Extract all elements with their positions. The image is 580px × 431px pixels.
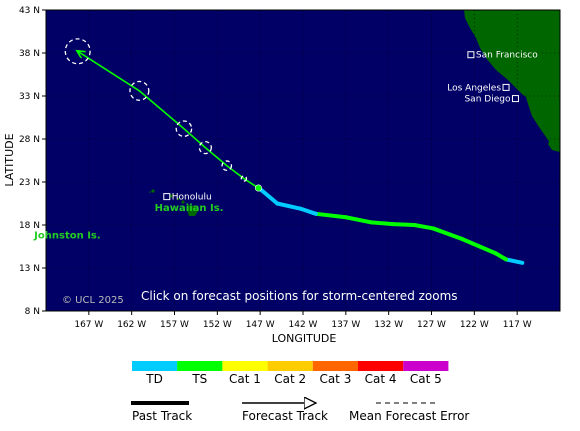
lat-tick-label: 8 N: [25, 307, 40, 317]
y-axis-title: LATITUDE: [3, 133, 16, 186]
north-america-landmass: [464, 10, 560, 150]
ocean[interactable]: [46, 10, 560, 311]
storm-track[interactable]: [64, 38, 525, 265]
current-position-marker[interactable]: [254, 184, 262, 192]
lon-tick-label: 167 W: [74, 320, 103, 330]
past-track-legend-label: Past Track: [132, 409, 192, 423]
lat-tick-label: 38 N: [19, 49, 40, 59]
lon-tick-label: 127 W: [417, 320, 446, 330]
island-niihau: [149, 191, 151, 193]
forecast-position-error-circle[interactable]: [64, 38, 91, 65]
axis-ticks: 43 N 38 N 33 N 28 N 23 N 18 N 13 N 8 N 167 W 162 …: [19, 6, 532, 330]
legend-swatch-ts: [177, 361, 223, 371]
past-track-segment: [298, 206, 318, 216]
legend-swatch-cat1: [222, 361, 268, 371]
legend-label-cat5: Cat 5: [410, 372, 442, 386]
legend-swatch-cat3: [312, 361, 358, 371]
mean-error-legend-label: Mean Forecast Error: [349, 409, 469, 423]
zoom-instruction: Click on forecast positions for storm-ce…: [141, 289, 458, 303]
legend-swatch-cat2: [267, 361, 313, 371]
legend-label-cat4: Cat 4: [365, 372, 397, 386]
lon-tick-label: 147 W: [246, 320, 275, 330]
forecast-position-error-circle[interactable]: [129, 80, 150, 101]
lon-tick-label: 122 W: [460, 320, 489, 330]
lat-tick-label: 43 N: [19, 6, 40, 16]
legend-swatch-td: [132, 361, 178, 371]
lon-tick-label: 152 W: [203, 320, 232, 330]
city-label-honolulu: Honolulu: [172, 193, 212, 203]
legend-swatch-cat4: [358, 361, 404, 371]
city-marker-los-angeles: [502, 83, 510, 91]
legend-label-cat1: Cat 1: [229, 372, 261, 386]
forecast-position-error-circle[interactable]: [198, 140, 212, 155]
lon-tick-label: 117 W: [503, 320, 532, 330]
lat-tick-label: 13 N: [19, 264, 40, 274]
island-molokai: [176, 197, 180, 201]
past-track-segment: [431, 226, 464, 241]
lon-tick-label: 157 W: [160, 320, 189, 330]
lon-tick-label: 162 W: [117, 320, 146, 330]
plot-frame: [45, 9, 561, 312]
forecast-track-legend-label: Forecast Track: [242, 409, 328, 423]
gulf-coast-fill: [548, 120, 560, 152]
credit-text: © UCL 2025: [62, 295, 124, 306]
past-track-segment: [390, 222, 417, 227]
forecast-track-line: [78, 51, 259, 189]
city-label-san-francisco: San Francisco: [476, 51, 538, 61]
lat-tick-label: 33 N: [19, 92, 40, 102]
legend-label-td: TD: [145, 372, 163, 386]
legend-label-cat3: Cat 3: [319, 372, 351, 386]
city-label-los-angeles: Los Angeles: [447, 83, 501, 93]
past-track-segment: [343, 215, 374, 225]
past-track-segment: [412, 223, 436, 231]
city-label-san-diego: San Diego: [464, 95, 510, 105]
past-track-segment: [369, 220, 395, 227]
past-track-segment: [259, 187, 280, 206]
x-axis-title: LONGITUDE: [272, 332, 337, 345]
baja-peninsula: [528, 104, 557, 147]
lat-tick-label: 28 N: [19, 135, 40, 145]
lat-tick-label: 18 N: [19, 221, 40, 231]
forecast-position-error-circle[interactable]: [175, 120, 193, 138]
lon-tick-label: 132 W: [374, 320, 403, 330]
past-track-segment: [504, 257, 525, 265]
forecast-position-error-circle[interactable]: [240, 175, 248, 182]
region-label-hawaiian-is: Hawaiian Is.: [155, 203, 224, 214]
past-track-segment: [313, 211, 348, 220]
city-marker-san-diego: [511, 95, 519, 103]
lat-tick-label: 23 N: [19, 178, 40, 188]
region-label-johnston-is: Johnston Is.: [33, 230, 101, 241]
lon-tick-label: 137 W: [331, 320, 360, 330]
city-marker-san-francisco: [467, 51, 475, 59]
past-track-segment: [275, 201, 303, 211]
legend-swatch-cat5: [403, 361, 449, 371]
place-labels: San Francisco Los Angeles San Diego Honolul…: [33, 51, 538, 242]
past-track-segment: [459, 236, 498, 256]
island-maui: [181, 200, 185, 204]
island-kauai: [151, 189, 155, 193]
legend-label-ts: TS: [191, 372, 207, 386]
city-marker-honolulu: [163, 193, 171, 201]
island-big-island: [187, 205, 198, 216]
forecast-position-error-circle[interactable]: [221, 160, 233, 172]
lon-tick-label: 142 W: [289, 320, 318, 330]
intensity-legend: TD TS Cat 1 Cat 2 Cat 3 Cat 4 Cat 5: [132, 361, 449, 386]
legend-label-cat2: Cat 2: [274, 372, 306, 386]
